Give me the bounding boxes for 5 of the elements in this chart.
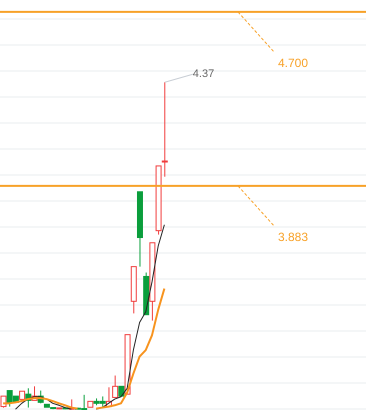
annotation: 3.883 (278, 230, 308, 244)
text: 4.37 (192, 68, 214, 80)
candlestick (112, 375, 118, 398)
text: 4.700 (278, 56, 308, 70)
candlestick (162, 82, 168, 178)
